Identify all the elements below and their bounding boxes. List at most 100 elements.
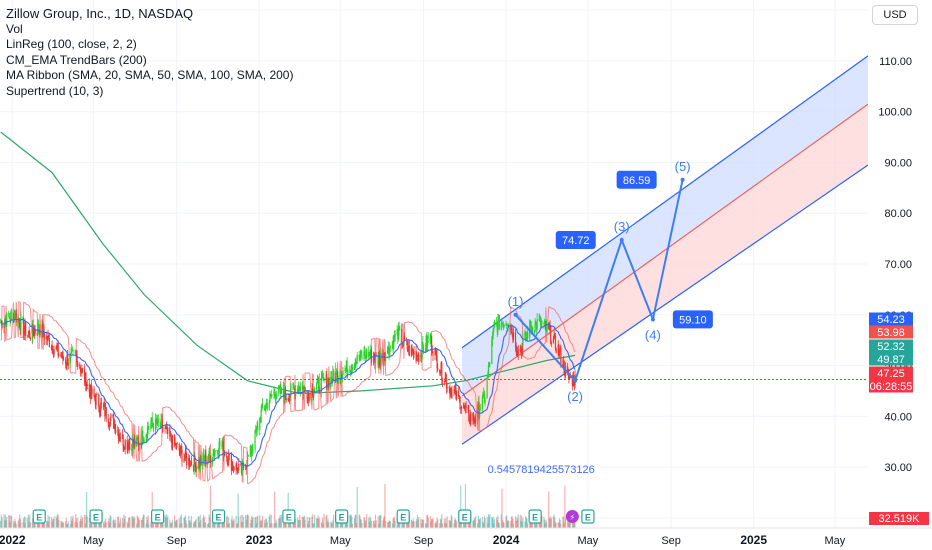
wave-projection: (1) (2) (3) 74.72 (4) 59.10 (5) 86.59 [508,159,713,404]
wave-label: (4) [645,327,661,342]
time-tick-label: May [83,535,104,547]
wave-price-box [616,170,657,189]
candle-body [265,404,267,409]
volume-bar [295,518,297,528]
volume-bar [180,516,182,528]
volume-bar [416,514,419,528]
candle-body [81,368,84,370]
candle-body [175,443,178,449]
volume-bar [207,523,209,528]
indicator-ma-ribbon[interactable]: MA Ribbon (SMA, 20, SMA, 50, SMA, 100, S… [6,68,294,82]
candle-body [115,430,117,433]
currency-button[interactable]: USD [872,5,918,25]
candle-body [282,387,285,396]
candle-body [554,335,557,349]
candle-body [389,346,391,356]
candle-body [22,316,24,320]
candle-body [194,463,197,472]
volume-bar [321,522,323,528]
candle-body [123,447,126,450]
candle-body [136,437,138,447]
candle-body [531,326,533,331]
indicator-ema-trendbars[interactable]: CM_EMA TrendBars (200) [6,52,147,67]
volume-bar [568,522,570,528]
volume-bar [207,523,209,528]
price-tag-value: 47.25 [877,368,905,380]
volume-bar [387,522,389,528]
volume-bar [519,514,521,528]
candle-body [411,346,413,351]
indicator-vol[interactable]: Vol [6,21,23,36]
candle-body [128,443,130,449]
candle-body [388,352,390,356]
candle-body [519,349,521,353]
candle-body [247,454,249,456]
candle-body [233,467,235,470]
candle-body [280,386,282,395]
volume-bar [356,486,358,528]
volume-bar [81,520,83,528]
candle-body [552,338,555,344]
candle-body [320,377,322,392]
candle-body [98,407,101,413]
indicator-linreg[interactable]: LinReg (100, close, 2, 2) [6,37,137,51]
volume-bar [531,520,533,528]
candle-body [252,449,254,451]
volume-bar [1,517,3,528]
volume-bar [278,518,280,528]
volume-bar [502,522,504,528]
volume-bar [307,521,310,528]
volume-bar [484,518,486,528]
candle-body [474,420,476,422]
volume-bar [233,518,235,528]
candle-body [506,324,509,326]
candle-body [544,320,546,323]
candle-body [337,378,339,383]
wave-point [573,378,578,383]
volume-bar [510,521,512,528]
volume-bar [231,515,233,528]
candle-body [23,319,25,335]
volume-bar [567,517,569,528]
candle-body [491,336,494,341]
candle-body [349,370,352,373]
volume-bar [351,516,353,528]
volume-bar [320,522,322,528]
candle-body [74,350,76,352]
price-axis-bg [868,0,932,550]
candle-body [363,351,365,359]
candle-body [330,376,332,387]
volume-bar [141,519,143,528]
volume-bar [70,516,72,528]
volume-bar [545,519,547,528]
volume-bar [33,523,35,528]
candle-body [8,316,11,320]
candle-body [356,354,358,364]
volume-bar [544,523,546,528]
volume-bar [278,517,281,528]
volume-bar [364,521,366,528]
candle-body [203,454,205,459]
volume-bar [491,517,493,528]
candle-body [167,427,169,434]
price-tag-value: 52.32 [877,341,905,353]
volume-bar [517,514,519,528]
volume-bar [174,520,176,528]
volume-bar [531,523,534,528]
candle-body [67,355,69,366]
indicator-supertrend[interactable]: Supertrend (10, 3) [6,83,104,98]
candle-body [195,466,197,472]
candle-body [299,386,301,391]
earnings-marker [528,509,542,524]
volume-bar [219,522,221,528]
candle-body [85,386,88,391]
volume-bar [511,515,513,528]
volume-bar [453,523,455,528]
volume-bar [464,484,467,528]
volume-bar [330,522,333,528]
volume-bar [562,516,564,528]
symbol-title[interactable]: Zillow Group, Inc., 1D, NASDAQ [6,6,194,21]
candle-body [110,414,112,418]
candle-body [156,422,158,426]
